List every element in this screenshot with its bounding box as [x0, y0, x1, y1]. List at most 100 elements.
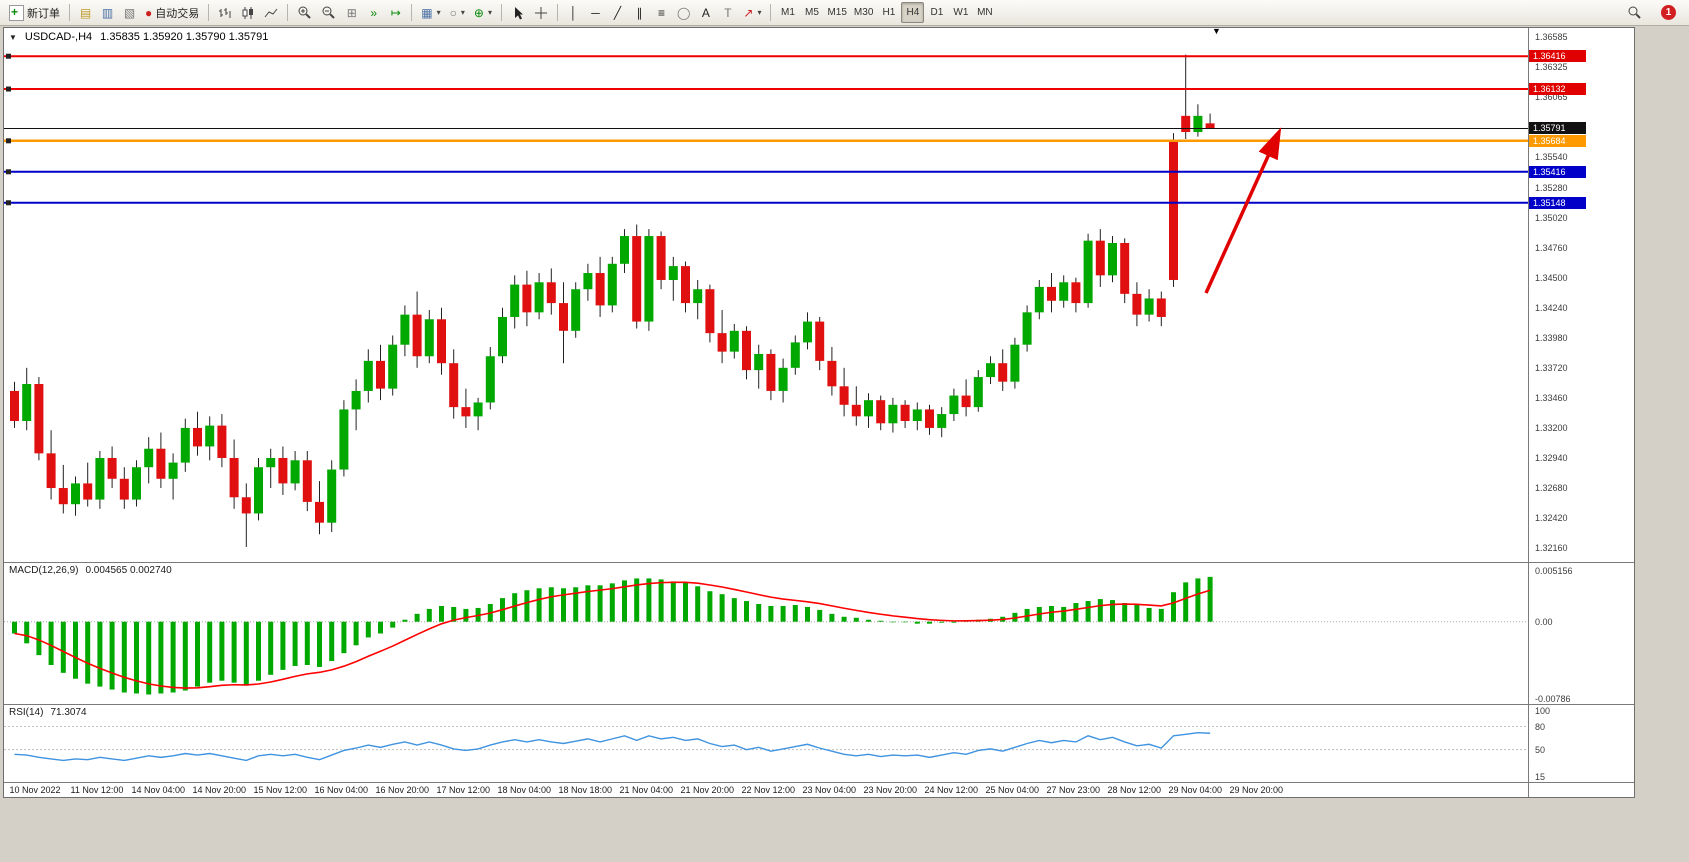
scale-tick: 80 — [1535, 721, 1546, 732]
bar-chart-type-button[interactable] — [214, 2, 236, 23]
trendline-tool-button[interactable]: ╱ — [607, 2, 628, 23]
toolbar-separator — [287, 4, 289, 21]
navigator-icon: ▧ — [123, 5, 136, 20]
vertical-line-icon: │ — [569, 5, 578, 20]
auto-scroll-button[interactable]: » — [363, 2, 384, 23]
time-label: 17 Nov 12:00 — [436, 785, 491, 795]
new-order-label: 新订单 — [27, 7, 60, 20]
scale-tick: 1.34240 — [1535, 302, 1568, 313]
toolbar-separator — [69, 4, 70, 21]
panel-divider[interactable] — [4, 704, 1634, 705]
horizontal-line-tool-button[interactable]: ─ — [585, 2, 606, 23]
auto-trading-icon: ● — [145, 5, 153, 20]
horizontal-line-icon: ─ — [591, 5, 600, 20]
timeframe-h4-button[interactable]: H4 — [901, 2, 925, 23]
rsi-label: RSI(14) 71.3074 — [9, 707, 87, 718]
price-tag: 1.35684 — [1529, 134, 1586, 147]
navigator-button[interactable]: ▧ — [119, 2, 140, 23]
chart-title: ▼ USDCAD-,H4 1.35835 1.35920 1.35790 1.3… — [9, 31, 268, 43]
scale-tick: 50 — [1535, 744, 1546, 755]
toolbar-separator — [500, 4, 502, 21]
arrows-tool-button[interactable]: ↗ ▾ — [739, 2, 765, 23]
time-label: 22 Nov 12:00 — [741, 785, 796, 795]
trendline-icon: ╱ — [613, 5, 622, 20]
indicators-button[interactable]: ⊕ ▾ — [470, 2, 496, 23]
notification-badge[interactable]: 1 — [1661, 5, 1676, 20]
profiles-button[interactable]: ○ ▾ — [446, 2, 469, 23]
tile-windows-button[interactable]: ⊞ — [341, 2, 362, 23]
new-order-button[interactable]: + 新订单 — [5, 2, 64, 23]
price-chart-canvas[interactable] — [4, 28, 1528, 562]
text-label-icon: T — [724, 5, 732, 20]
line-chart-type-button[interactable] — [260, 2, 282, 23]
timeframe-m1-button[interactable]: M1 — [776, 2, 799, 23]
timeframe-m30-button[interactable]: M30 — [851, 2, 876, 23]
macd-label: MACD(12,26,9) 0.004565 0.002740 — [9, 565, 172, 576]
vertical-line-tool-button[interactable]: │ — [563, 2, 584, 23]
chevron-down-icon: ▾ — [487, 8, 492, 17]
price-tag: 1.35791 — [1529, 122, 1586, 135]
chart-end-marker-icon: ▼ — [1212, 27, 1221, 36]
one-click-trading-toggle[interactable]: ▼ — [9, 32, 17, 42]
timeframe-d1-button[interactable]: D1 — [925, 2, 948, 23]
auto-trading-button[interactable]: ● 自动交易 — [141, 2, 203, 23]
timeframe-m5-button[interactable]: M5 — [800, 2, 823, 23]
macd-panel: MACD(12,26,9) 0.004565 0.002740 — [4, 563, 1528, 704]
auto-trading-label: 自动交易 — [155, 7, 200, 20]
toolbar-separator — [411, 4, 413, 21]
text-tool-button[interactable]: A — [695, 2, 716, 23]
zoom-out-button[interactable] — [317, 2, 340, 23]
rsi-canvas[interactable] — [4, 705, 1528, 782]
rsi-value: 71.3074 — [50, 707, 87, 718]
time-label: 18 Nov 04:00 — [497, 785, 552, 795]
time-label: 24 Nov 12:00 — [924, 785, 979, 795]
chart-shift-button[interactable]: ↦ — [385, 2, 406, 23]
zoom-in-button[interactable] — [293, 2, 316, 23]
auto-scroll-icon: » — [370, 5, 378, 20]
crosshair-icon — [534, 6, 547, 19]
search-button[interactable] — [1623, 2, 1646, 23]
cursor-button[interactable] — [507, 2, 529, 23]
new-chart-button[interactable]: ▦ ▾ — [417, 2, 444, 23]
timeframe-w1-button[interactable]: W1 — [949, 2, 972, 23]
market-watch-button[interactable]: ▤ — [75, 2, 96, 23]
candlestick-chart-type-button[interactable] — [237, 2, 259, 23]
macd-canvas[interactable] — [4, 563, 1528, 704]
rsi-panel: RSI(14) 71.3074 — [4, 705, 1528, 782]
timeframe-h1-button[interactable]: H1 — [877, 2, 900, 23]
price-scale[interactable]: 1.36585 1.36325 1.36065 1.35540 1.35280 1.350… — [1528, 28, 1634, 797]
scale-tick: 15 — [1535, 771, 1546, 782]
time-label: 28 Nov 12:00 — [1107, 785, 1162, 795]
channel-tool-button[interactable]: ∥ — [629, 2, 650, 23]
main-chart-panel: ▼ USDCAD-,H4 1.35835 1.35920 1.35790 1.3… — [4, 28, 1528, 562]
new-order-icon: + — [9, 4, 24, 21]
symbol-period-label: USDCAD-,H4 — [24, 31, 93, 43]
timeframe-m15-button[interactable]: M15 — [824, 2, 849, 23]
time-axis[interactable]: 10 Nov 2022 11 Nov 12:00 14 Nov 04:00 14 No… — [4, 783, 1528, 797]
scale-tick: 1.33980 — [1535, 332, 1568, 343]
chevron-down-icon: ▾ — [460, 8, 465, 17]
timeframe-group: M1 M5 M15 M30 H1 H4 D1 W1 MN — [776, 2, 996, 23]
timeframe-mn-button[interactable]: MN — [973, 2, 996, 23]
horizontal-lines-group[interactable] — [4, 53, 1528, 206]
time-label: 29 Nov 04:00 — [1168, 785, 1223, 795]
ohlc-values: 1.35835 1.35920 1.35790 1.35791 — [100, 31, 269, 43]
crosshair-button[interactable] — [530, 2, 552, 23]
main-toolbar: + 新订单 ▤ ▥ ▧ ● 自动交易 ⊞ » ↦ ▦ ▾ ○ ▾ ⊕ ▾ │ ─ ╱ … — [0, 0, 1689, 26]
panel-divider[interactable] — [4, 562, 1634, 563]
line-chart-icon — [264, 8, 278, 17]
scale-tick: 100 — [1535, 706, 1551, 717]
shapes-tool-button[interactable]: ◯ — [673, 2, 694, 23]
fibonacci-tool-button[interactable]: ≡ — [651, 2, 672, 23]
trend-arrow-annotation[interactable] — [1204, 127, 1282, 294]
data-window-button[interactable]: ▥ — [97, 2, 118, 23]
candles-group — [10, 54, 1215, 547]
scale-tick: 1.35280 — [1535, 182, 1568, 193]
time-label: 14 Nov 20:00 — [192, 785, 247, 795]
scale-tick: 1.35020 — [1535, 212, 1568, 223]
toolbar-separator — [556, 4, 558, 21]
scale-tick: 1.32420 — [1535, 513, 1568, 524]
text-label-tool-button[interactable]: T — [717, 2, 738, 23]
scale-tick: 1.35540 — [1535, 152, 1568, 163]
scale-tick: 1.33460 — [1535, 392, 1568, 403]
